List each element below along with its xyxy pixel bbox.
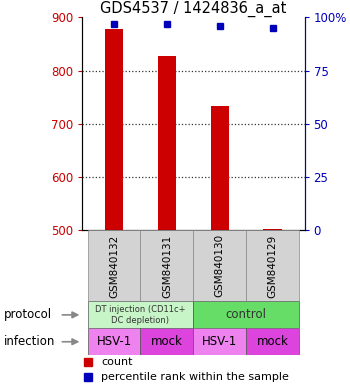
Bar — [246, 230, 299, 301]
Bar — [140, 328, 193, 355]
Bar — [105, 29, 123, 230]
Bar — [88, 328, 140, 355]
Text: control: control — [226, 308, 267, 321]
Bar — [140, 230, 193, 301]
Text: DT injection (CD11c+
DC depletion): DT injection (CD11c+ DC depletion) — [95, 305, 186, 325]
Text: protocol: protocol — [4, 308, 52, 321]
Text: GSM840129: GSM840129 — [268, 234, 278, 298]
Bar — [88, 301, 193, 328]
Text: percentile rank within the sample: percentile rank within the sample — [101, 372, 289, 382]
Bar — [88, 230, 140, 301]
Text: mock: mock — [257, 335, 289, 348]
Text: mock: mock — [151, 335, 183, 348]
Text: GSM840131: GSM840131 — [162, 234, 172, 298]
Bar — [193, 230, 246, 301]
Bar — [246, 328, 299, 355]
Bar — [264, 229, 282, 230]
Bar — [158, 56, 176, 230]
Bar — [193, 328, 246, 355]
Text: GSM840130: GSM840130 — [215, 234, 225, 298]
Text: GSM840132: GSM840132 — [109, 234, 119, 298]
Text: HSV-1: HSV-1 — [96, 335, 132, 348]
Text: count: count — [101, 358, 133, 367]
Bar — [211, 106, 229, 230]
Text: HSV-1: HSV-1 — [202, 335, 237, 348]
Title: GDS4537 / 1424836_a_at: GDS4537 / 1424836_a_at — [100, 1, 287, 17]
Bar — [193, 301, 299, 328]
Text: infection: infection — [4, 335, 55, 348]
